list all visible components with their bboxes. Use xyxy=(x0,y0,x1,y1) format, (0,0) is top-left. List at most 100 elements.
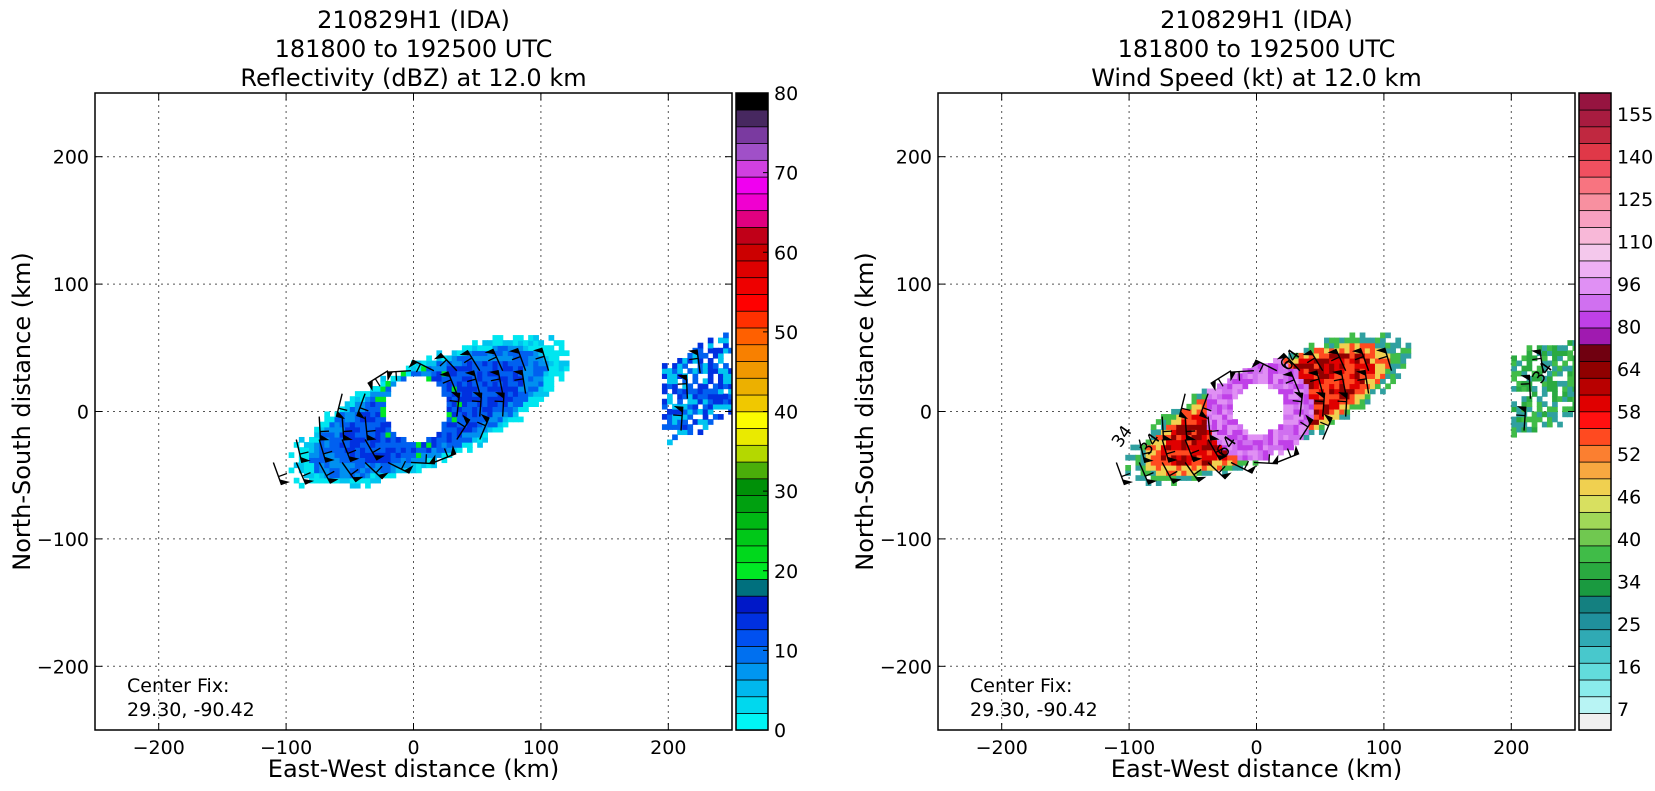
field-cell xyxy=(718,399,724,405)
colorbar-tick-label: 0 xyxy=(774,720,786,742)
field-cell xyxy=(492,391,498,397)
field-cell xyxy=(426,447,432,453)
field-cell xyxy=(350,432,356,438)
field-cell xyxy=(1400,363,1406,369)
field-cell xyxy=(1207,455,1213,461)
field-cell xyxy=(528,340,534,346)
field-cell xyxy=(426,437,432,443)
field-cell xyxy=(1355,399,1361,405)
field-cell xyxy=(538,396,544,402)
field-cell xyxy=(324,432,330,438)
field-cell xyxy=(492,422,498,428)
field-cell xyxy=(1537,412,1543,418)
field-cell xyxy=(718,348,724,354)
field-cell xyxy=(329,452,335,458)
field-cell xyxy=(1161,424,1167,430)
field-cell xyxy=(1390,353,1396,359)
colorbar-segment xyxy=(736,110,768,127)
field-cell xyxy=(1400,348,1406,354)
field-cell xyxy=(391,376,397,382)
field-cell xyxy=(549,376,555,382)
field-cell xyxy=(436,437,442,443)
field-cell xyxy=(340,468,346,474)
field-cell xyxy=(401,437,407,443)
field-cell xyxy=(662,399,668,405)
field-cell xyxy=(662,363,668,369)
field-cell xyxy=(1324,383,1330,389)
field-cell xyxy=(1562,396,1568,402)
field-cell xyxy=(1527,345,1533,351)
colorbar-segment xyxy=(1579,596,1611,613)
field-cell xyxy=(528,391,534,397)
field-cell xyxy=(513,361,519,367)
field-cell xyxy=(360,462,366,468)
field-cell xyxy=(345,406,351,412)
colorbar-segment xyxy=(1579,713,1611,730)
field-cell xyxy=(1283,429,1289,435)
field-cell xyxy=(1232,383,1238,389)
field-cell xyxy=(380,396,386,402)
field-cell xyxy=(360,447,366,453)
field-cell xyxy=(1360,394,1366,400)
field-cell xyxy=(1202,424,1208,430)
field-cell xyxy=(723,363,729,369)
colorbar-tick-label: 10 xyxy=(774,640,798,662)
field-cell xyxy=(329,422,335,428)
field-cell xyxy=(452,406,458,412)
field-cell xyxy=(375,417,381,423)
field-cell xyxy=(1532,427,1538,433)
y-tick-label: 200 xyxy=(53,147,89,169)
field-cell xyxy=(1299,409,1305,415)
field-cell xyxy=(329,417,335,423)
field-cell xyxy=(467,447,473,453)
field-cell xyxy=(538,366,544,372)
field-cell xyxy=(1166,424,1172,430)
field-cell xyxy=(487,361,493,367)
colorbar-segment xyxy=(736,412,768,429)
field-cell xyxy=(1547,406,1553,412)
field-cell xyxy=(1552,406,1558,412)
field-cell xyxy=(1567,381,1573,387)
field-cell xyxy=(1248,440,1254,446)
field-cell xyxy=(718,368,724,374)
field-cell xyxy=(1192,394,1198,400)
field-cell xyxy=(1375,378,1381,384)
field-cell xyxy=(498,417,504,423)
field-cell xyxy=(1511,432,1517,438)
field-cell xyxy=(693,419,699,425)
field-cell xyxy=(1288,389,1294,395)
field-cell xyxy=(1258,440,1264,446)
field-cell xyxy=(1263,455,1269,461)
field-cell xyxy=(1283,409,1289,415)
field-cell xyxy=(1186,419,1192,425)
field-cell xyxy=(1552,396,1558,402)
field-cell xyxy=(345,401,351,407)
field-cell xyxy=(1166,419,1172,425)
field-cell xyxy=(1380,363,1386,369)
field-cell xyxy=(703,394,709,400)
field-cell xyxy=(667,368,673,374)
colorbar-segment xyxy=(1579,462,1611,479)
field-cell xyxy=(1355,389,1361,395)
field-cell xyxy=(1192,424,1198,430)
field-cell xyxy=(329,442,335,448)
field-cell xyxy=(703,404,709,410)
field-cell xyxy=(426,355,432,361)
field-cell xyxy=(360,457,366,463)
field-cell xyxy=(1355,378,1361,384)
field-cell xyxy=(693,368,699,374)
field-cell xyxy=(1309,399,1315,405)
field-cell xyxy=(1552,386,1558,392)
field-cell xyxy=(1288,399,1294,405)
field-cell xyxy=(457,361,463,367)
center-fix-value: 29.30, -90.42 xyxy=(127,699,255,721)
colorbar-tick-label: 40 xyxy=(774,402,798,424)
field-cell xyxy=(482,371,488,377)
field-cell xyxy=(1527,427,1533,433)
field-cell xyxy=(380,417,386,423)
field-cell xyxy=(559,371,565,377)
field-cell xyxy=(672,368,678,374)
field-cell xyxy=(355,396,361,402)
field-cell xyxy=(360,422,366,428)
